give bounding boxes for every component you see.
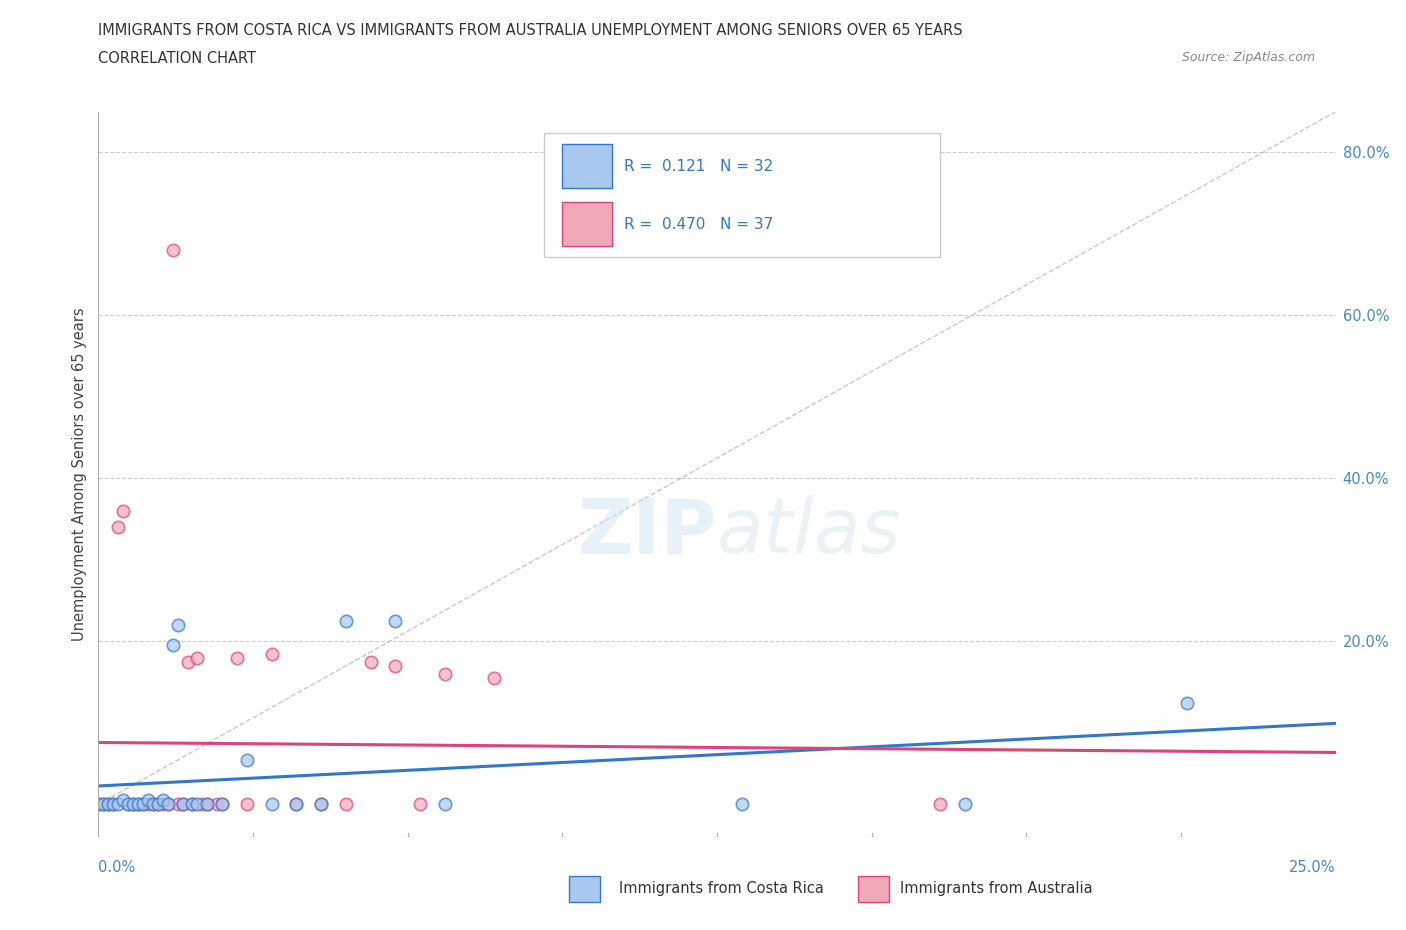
Point [928,797,950,812]
Point [142,797,165,812]
Text: CORRELATION CHART: CORRELATION CHART [98,51,256,66]
Point [127,797,149,812]
Point [107,797,129,812]
Point [176,655,198,670]
Point [152,797,174,812]
Text: atlas: atlas [717,496,901,569]
Text: IMMIGRANTS FROM COSTA RICA VS IMMIGRANTS FROM AUSTRALIA UNEMPLOYMENT AMONG SENIO: IMMIGRANTS FROM COSTA RICA VS IMMIGRANTS… [98,23,963,38]
Point [285,797,308,812]
Point [136,797,159,812]
Point [433,667,456,682]
Point [136,793,159,808]
Point [93,797,115,812]
Point [103,797,125,812]
Point [87,797,110,812]
Point [205,797,228,812]
Point [97,797,120,812]
Point [162,638,184,653]
Point [107,520,129,535]
Point [186,650,208,665]
FancyBboxPatch shape [544,133,939,257]
Text: Immigrants from Costa Rica: Immigrants from Costa Rica [619,881,824,896]
Point [409,797,432,812]
Point [260,797,283,812]
Point [285,797,308,812]
Text: R =  0.121   N = 32: R = 0.121 N = 32 [624,158,773,174]
Point [211,797,233,812]
Point [211,797,233,812]
Point [731,797,754,812]
Point [309,797,332,812]
Point [122,797,145,812]
Point [127,797,149,812]
Text: Source: ZipAtlas.com: Source: ZipAtlas.com [1181,51,1315,64]
Point [309,797,332,812]
Point [260,646,283,661]
Point [132,797,155,812]
Point [87,797,110,812]
Point [360,655,382,670]
Text: R =  0.470   N = 37: R = 0.470 N = 37 [624,217,773,232]
Text: ZIP: ZIP [578,496,717,569]
Point [122,797,145,812]
Y-axis label: Unemployment Among Seniors over 65 years: Unemployment Among Seniors over 65 years [72,308,87,641]
Point [433,797,456,812]
Point [191,797,214,812]
Point [181,797,204,812]
Point [172,797,194,812]
Point [953,797,976,812]
Text: 25.0%: 25.0% [1289,860,1336,875]
Point [195,797,218,812]
Point [335,614,357,629]
Point [162,243,184,258]
Point [181,797,204,812]
Point [117,797,139,812]
Point [112,503,135,518]
Point [195,797,218,812]
Point [1175,695,1198,710]
Point [236,797,259,812]
Point [146,797,169,812]
Point [156,797,179,812]
Text: 0.0%: 0.0% [98,860,135,875]
Bar [562,144,612,188]
Point [335,797,357,812]
Point [172,797,194,812]
Point [103,797,125,812]
Point [226,650,249,665]
Point [384,658,406,673]
Text: Immigrants from Australia: Immigrants from Australia [900,881,1092,896]
Bar [562,203,612,246]
Point [146,797,169,812]
Point [117,797,139,812]
Point [166,618,188,632]
Point [384,614,406,629]
Point [112,793,135,808]
Point [97,797,120,812]
Point [93,797,115,812]
Point [166,797,188,812]
Point [142,797,165,812]
Point [236,752,259,767]
Point [152,793,174,808]
Point [484,671,506,685]
Point [132,797,155,812]
Point [156,797,179,812]
Point [186,797,208,812]
